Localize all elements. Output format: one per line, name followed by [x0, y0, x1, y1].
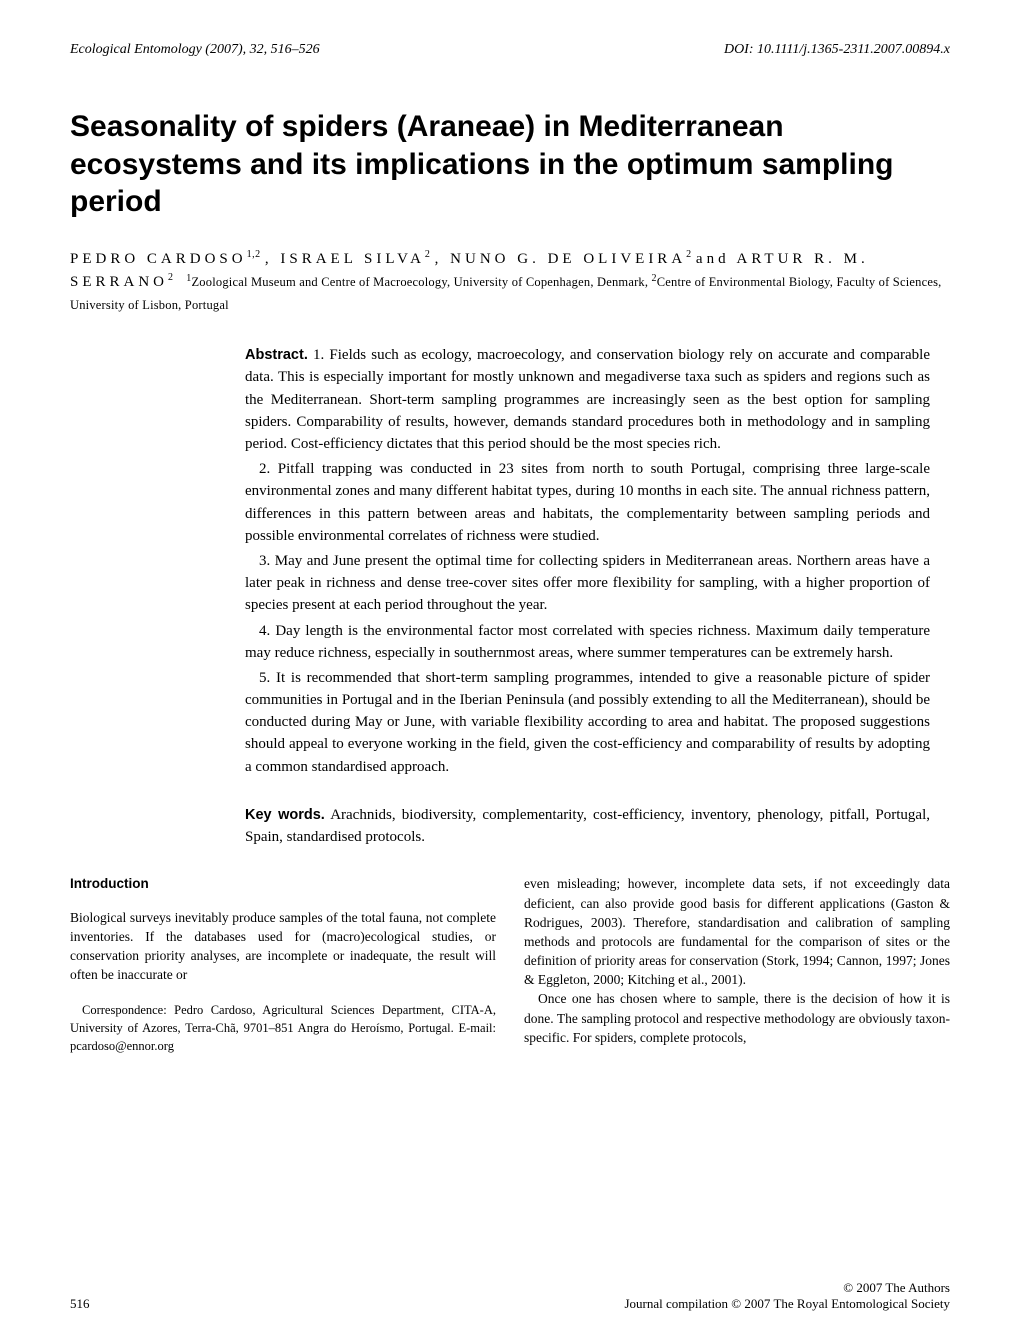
author-1: PEDRO CARDOSO	[70, 251, 247, 267]
body-columns: Introduction Biological surveys inevitab…	[70, 874, 950, 1055]
introduction-heading: Introduction	[70, 874, 496, 893]
left-column: Introduction Biological surveys inevitab…	[70, 874, 496, 1055]
author-3-affil: 2	[686, 249, 692, 260]
copyright-line-2: Journal compilation © 2007 The Royal Ent…	[624, 1296, 950, 1312]
journal-citation: Ecological Entomology (2007), 32, 516–52…	[70, 42, 320, 58]
page-footer: 516 © 2007 The Authors Journal compilati…	[70, 1280, 950, 1312]
keywords: Key words. Arachnids, biodiversity, comp…	[245, 804, 930, 849]
intro-left-text: Biological surveys inevitably produce sa…	[70, 908, 496, 985]
running-header: Ecological Entomology (2007), 32, 516–52…	[70, 42, 950, 58]
abstract-p5: 5. It is recommended that short-term sam…	[245, 667, 930, 778]
article-title: Seasonality of spiders (Araneae) in Medi…	[70, 108, 950, 221]
author-4-affil: 2	[168, 272, 174, 283]
author-2: , ISRAEL SILVA	[265, 251, 425, 267]
copyright-line-1: © 2007 The Authors	[624, 1280, 950, 1296]
abstract-p3: 3. May and June present the optimal time…	[245, 550, 930, 617]
correspondence: Correspondence: Pedro Cardoso, Agricultu…	[70, 1002, 496, 1055]
author-1-affil: 1,2	[247, 249, 261, 260]
copyright-block: © 2007 The Authors Journal compilation ©…	[624, 1280, 950, 1312]
author-2-affil: 2	[425, 249, 431, 260]
keywords-heading: Key words.	[245, 807, 325, 823]
author-3: , NUNO G. DE OLIVEIRA	[435, 251, 686, 267]
abstract-heading: Abstract.	[245, 347, 308, 363]
abstract-p2: 2. Pitfall trapping was conducted in 23 …	[245, 458, 930, 547]
intro-right-text-2: Once one has chosen where to sample, the…	[524, 989, 950, 1046]
affiliations: 1Zoological Museum and Centre of Macroec…	[70, 275, 941, 312]
abstract: Abstract. 1. Fields such as ecology, mac…	[245, 344, 930, 778]
abstract-p1: 1. Fields such as ecology, macroecology,…	[245, 347, 930, 452]
right-column: even misleading; however, incomplete dat…	[524, 874, 950, 1055]
intro-right-text-1: even misleading; however, incomplete dat…	[524, 874, 950, 989]
keywords-text: Arachnids, biodiversity, complementarity…	[245, 807, 930, 845]
doi: DOI: 10.1111/j.1365-2311.2007.00894.x	[724, 42, 950, 58]
affil-1-text: Zoological Museum and Centre of Macroeco…	[191, 275, 651, 289]
page-number: 516	[70, 1296, 90, 1312]
author-block: PEDRO CARDOSO1,2 , ISRAEL SILVA2 , NUNO …	[70, 247, 950, 317]
abstract-p4: 4. Day length is the environmental facto…	[245, 620, 930, 664]
